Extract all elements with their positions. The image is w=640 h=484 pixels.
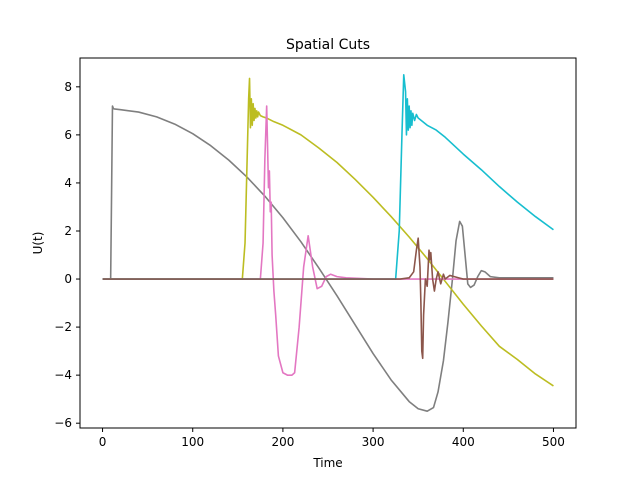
series-line-1 — [102, 77, 554, 387]
x-tick-label: 300 — [362, 435, 385, 449]
y-axis-ticks: −6 −4 −2 0 2 4 6 8 — [54, 80, 80, 430]
x-tick-label: 400 — [452, 435, 475, 449]
x-tick-label: 0 — [99, 435, 107, 449]
x-axis-label: Time — [312, 456, 342, 470]
plot-frame — [79, 57, 577, 429]
y-tick-label: 2 — [64, 224, 72, 238]
x-tick-label: 200 — [271, 435, 294, 449]
y-tick-label: 8 — [64, 80, 72, 94]
series-line-3 — [102, 74, 554, 280]
y-tick-label: 4 — [64, 176, 72, 190]
y-tick-label: −6 — [54, 416, 72, 430]
series-layer — [102, 74, 554, 412]
y-axis-label: U(t) — [31, 232, 45, 255]
x-tick-label: 500 — [542, 435, 565, 449]
plot-area — [80, 58, 576, 428]
chart-title: Spatial Cuts — [286, 37, 370, 53]
y-tick-label: −2 — [54, 320, 72, 334]
y-tick-label: 6 — [64, 128, 72, 142]
series-line-4 — [102, 237, 554, 360]
series-line-2 — [102, 105, 554, 376]
x-axis-ticks: 0 100 200 300 400 500 — [99, 428, 565, 449]
x-tick-label: 100 — [181, 435, 204, 449]
y-tick-label: 0 — [64, 272, 72, 286]
y-tick-label: −4 — [54, 368, 72, 382]
